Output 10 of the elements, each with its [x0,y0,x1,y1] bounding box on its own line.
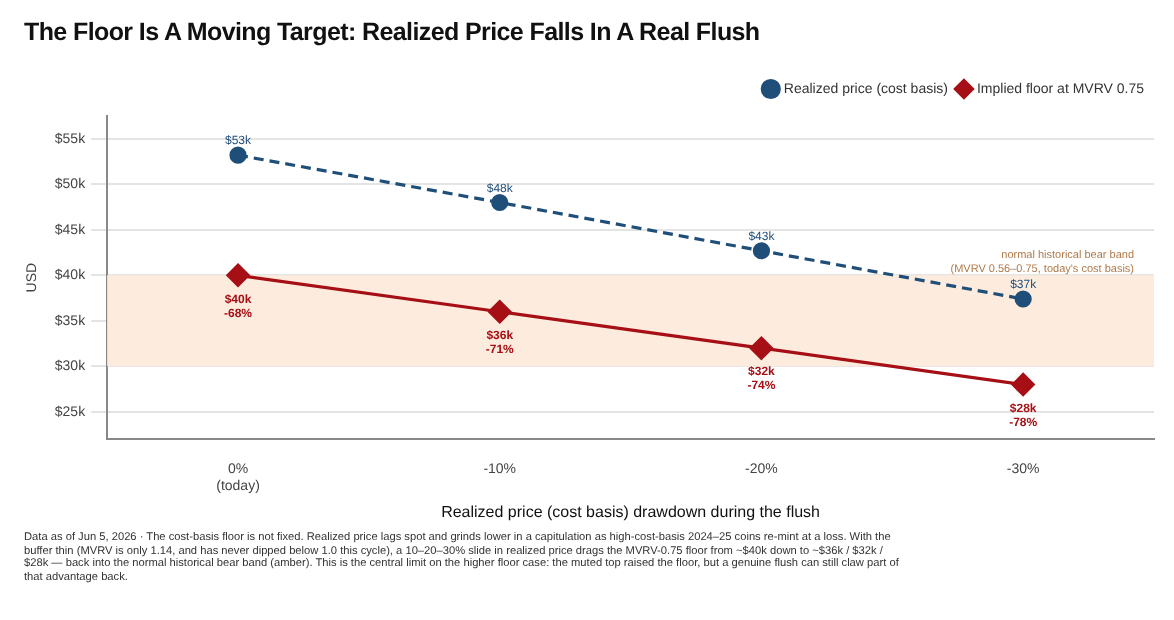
point [229,146,247,164]
point [226,263,250,287]
point [752,242,771,260]
point [491,193,509,212]
point [749,336,774,360]
chart-title: The Floor Is A Moving Target: Realized Price Falls In A Real Flush [24,18,760,46]
point [1014,290,1032,308]
x-axis-title: Realized price (cost basis) drawdown during the flush [441,502,821,521]
point [1011,372,1035,397]
point [488,300,512,324]
